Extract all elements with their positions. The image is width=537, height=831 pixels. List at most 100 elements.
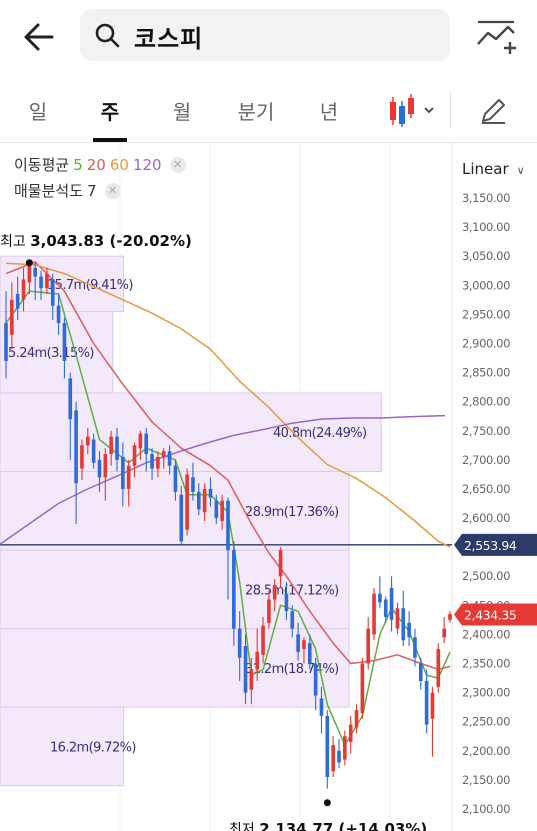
- back-arrow-icon[interactable]: [18, 16, 60, 58]
- ma60-label: 60: [109, 155, 129, 174]
- candle-body: [27, 264, 32, 283]
- y-tick-label: 3,150.00: [462, 191, 510, 205]
- candle-body: [296, 634, 300, 652]
- remove-volume-profile-icon[interactable]: ✕: [104, 182, 121, 199]
- remove-moving-average-icon[interactable]: ✕: [169, 156, 186, 173]
- period-tab-bar: 일 주 월 분기 년: [0, 78, 537, 143]
- candle-body: [313, 663, 318, 696]
- pencil-draw-icon[interactable]: [478, 96, 508, 126]
- candle-body: [144, 433, 149, 455]
- candle-body: [407, 622, 411, 638]
- candle-body: [284, 593, 289, 612]
- candle-body: [179, 494, 184, 542]
- volume-profile-legend: 매물분석도 7 ✕: [14, 180, 121, 201]
- candle-body: [161, 451, 166, 457]
- y-tick-label: 2,300.00: [462, 686, 510, 700]
- candle-body: [80, 445, 84, 469]
- ma20-line: [5, 261, 451, 671]
- candle-body: [226, 500, 230, 551]
- candle-body: [232, 550, 236, 629]
- current-price-tag: [454, 603, 537, 626]
- candle-body: [325, 715, 330, 777]
- candle-body: [115, 436, 119, 460]
- volume-profile-label: 40.8m(24.49%): [273, 426, 367, 441]
- candle-body: [39, 276, 43, 289]
- candle-body: [243, 646, 248, 693]
- tab-divider: [450, 92, 451, 128]
- volume-profile-label: 5.24m(3.15%): [8, 346, 94, 361]
- current-price-label: 2,434.35: [464, 607, 516, 622]
- candle-body: [15, 294, 20, 309]
- y-tick-label: 2,700.00: [462, 453, 510, 467]
- y-tick-label: 2,850.00: [462, 366, 510, 380]
- y-tick-label: 3,000.00: [462, 278, 510, 292]
- add-comparison-chart-icon[interactable]: [474, 14, 518, 58]
- ma20-label: 20: [86, 155, 106, 174]
- tab-quarter[interactable]: 분기: [237, 100, 275, 124]
- volume-profile-bar: [0, 706, 125, 787]
- search-box[interactable]: 코스피: [80, 9, 450, 61]
- candle-body: [196, 491, 201, 510]
- candle-body: [337, 750, 341, 763]
- ma120-label: 120: [132, 155, 162, 174]
- candle-body: [173, 465, 178, 492]
- y-tick-label: 2,650.00: [462, 482, 510, 496]
- candle-body: [4, 323, 8, 361]
- ma5-label: 5: [73, 155, 83, 174]
- search-query-text: 코스피: [134, 25, 204, 53]
- candle-body: [132, 445, 137, 466]
- candle-body: [91, 439, 96, 463]
- tab-month[interactable]: 월: [172, 100, 192, 124]
- tab-week[interactable]: 주: [100, 100, 120, 124]
- top-bar: 코스피: [0, 0, 537, 78]
- candle-body: [249, 669, 254, 690]
- y-tick-label: 2,950.00: [462, 307, 510, 321]
- volume-profile-label: 28.9m(17.36%): [245, 505, 339, 520]
- candle-body: [383, 599, 388, 617]
- reference-price-tag: [454, 533, 537, 556]
- candle-body: [418, 663, 423, 681]
- candle-body: [354, 710, 359, 728]
- volume-profile-label: 16.2m(9.72%): [50, 740, 136, 755]
- candle-body: [360, 663, 365, 713]
- y-tick-label: 2,400.00: [462, 627, 510, 641]
- candlestick-chart-type-icon[interactable]: [386, 92, 438, 128]
- scale-selector[interactable]: Linear ∨: [462, 160, 525, 178]
- candle-body: [436, 648, 441, 687]
- moving-average-label: 이동평균: [14, 156, 70, 174]
- candle-body: [424, 680, 429, 725]
- y-tick-label: 2,200.00: [462, 744, 510, 758]
- candle-body: [448, 614, 452, 620]
- candle-body: [267, 599, 271, 623]
- y-tick-label: 2,600.00: [462, 511, 510, 525]
- candle-body: [45, 273, 49, 289]
- candle-body: [214, 500, 219, 519]
- candle-body: [372, 593, 376, 635]
- candle-body: [103, 454, 108, 478]
- candle-body: [395, 608, 400, 629]
- high-marker: [25, 259, 33, 267]
- high-label: 최고 3,043.83 (-20.02%): [0, 232, 192, 250]
- candle-body: [156, 456, 160, 469]
- candle-body: [208, 488, 213, 498]
- tab-day[interactable]: 일: [28, 100, 48, 124]
- candle-body: [121, 456, 125, 489]
- candle-body: [272, 584, 277, 600]
- candle-body: [138, 433, 143, 449]
- search-icon: [95, 23, 120, 48]
- candle-body: [261, 625, 265, 655]
- volume-profile-value: 7: [87, 181, 97, 200]
- volume-profile-bar: [0, 392, 382, 472]
- active-tab-indicator: [93, 138, 127, 142]
- candle-body: [302, 640, 306, 649]
- scale-selector-label: Linear: [462, 160, 509, 178]
- candle-body: [255, 651, 260, 670]
- candle-body: [389, 587, 394, 620]
- candle-body: [319, 698, 324, 716]
- candle-body: [278, 550, 283, 577]
- candle-body: [401, 608, 406, 641]
- tab-year[interactable]: 년: [319, 100, 339, 124]
- y-tick-label: 3,050.00: [462, 249, 510, 263]
- chevron-down-icon: ∨: [516, 164, 525, 177]
